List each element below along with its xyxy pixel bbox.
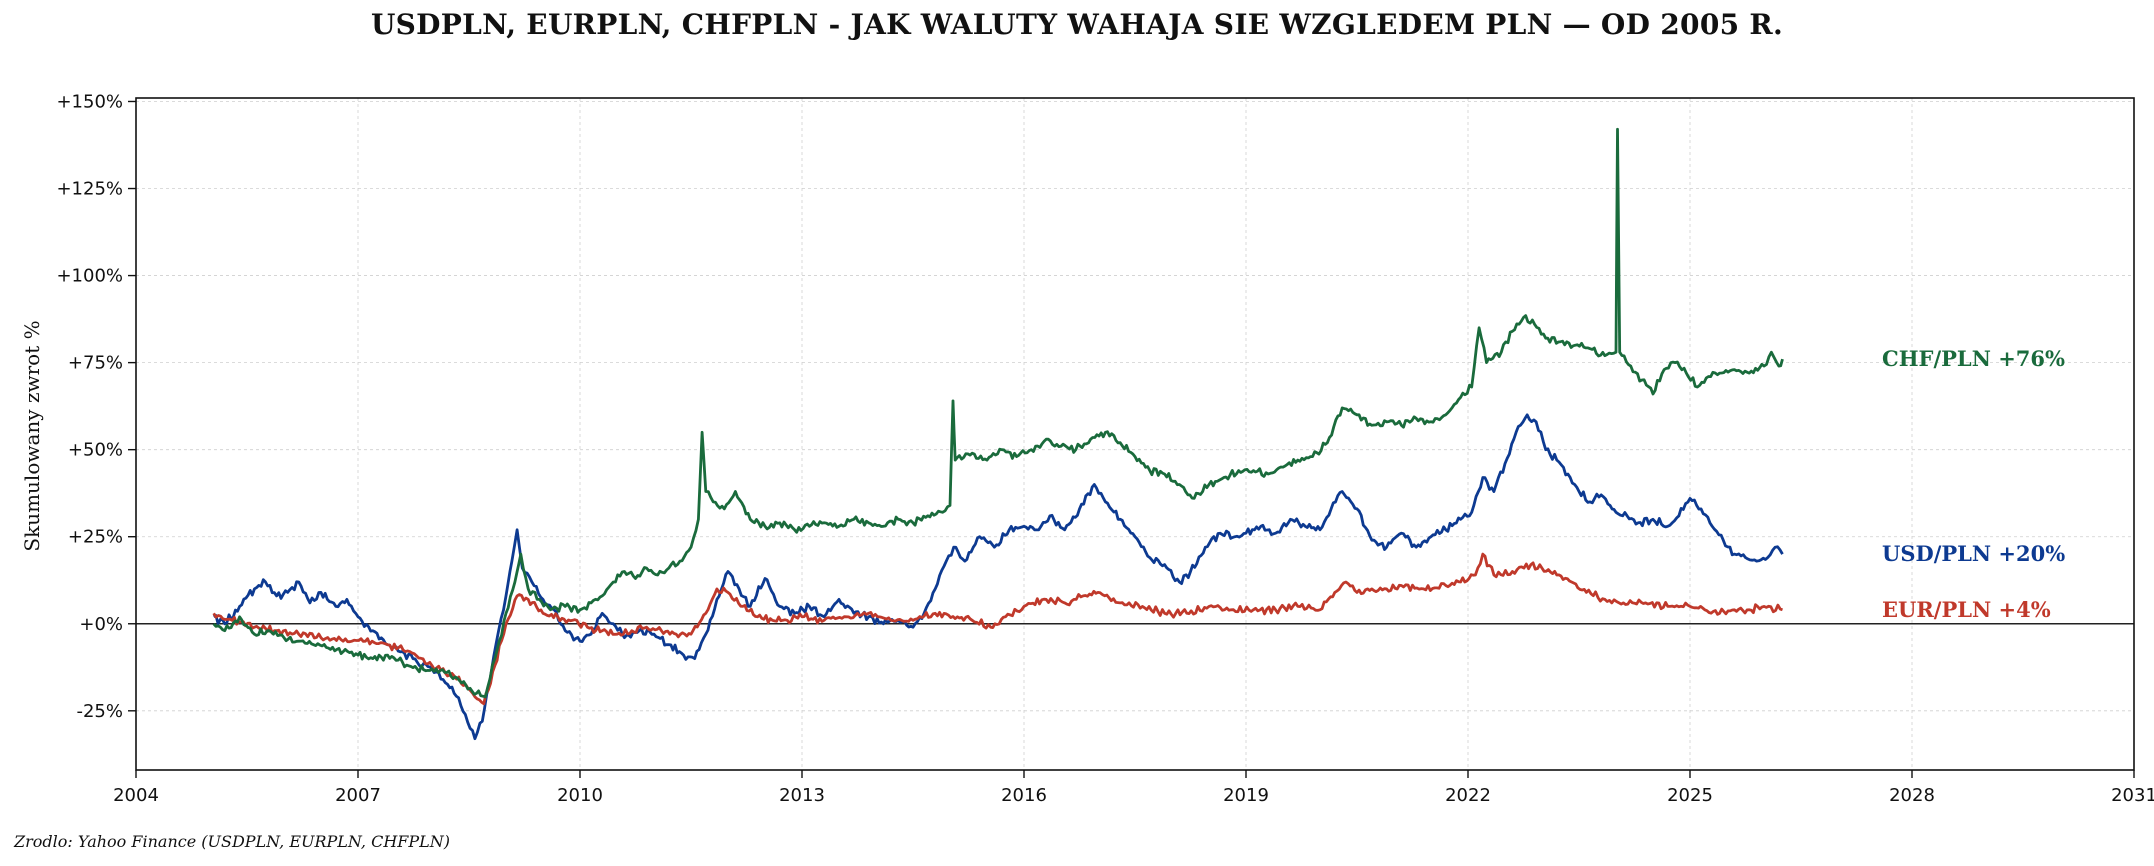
x-tick-label: 2010 [557, 785, 603, 806]
series-line-usd-pln [212, 413, 1784, 741]
x-tick-label: 2025 [1667, 785, 1713, 806]
y-tick-label: +100% [56, 266, 123, 287]
y-tick-label: +125% [56, 179, 123, 200]
y-tick-label: +0% [79, 614, 123, 635]
source-note: Zrodlo: Yahoo Finance (USDPLN, EURPLN, C… [14, 832, 450, 851]
series-end-labels: USD/PLN +20% EUR/PLN +4% CHF/PLN +76% [1882, 346, 2065, 622]
plot-area-frame [135, 97, 2135, 771]
x-tick-label: 2013 [779, 785, 825, 806]
x-tick-label: 2031 [2111, 785, 2154, 806]
x-tick-label: 2007 [335, 785, 381, 806]
series-end-label: USD/PLN +20% [1882, 541, 2065, 566]
y-tick-label: +50% [68, 440, 123, 461]
series-lines [212, 127, 1784, 741]
series-end-label: CHF/PLN +76% [1882, 346, 2065, 371]
x-tick-label: 2019 [1223, 785, 1269, 806]
series-line-eur-pln [212, 552, 1783, 706]
y-tick-label: -25% [76, 701, 123, 722]
x-tick-label: 2022 [1445, 785, 1491, 806]
series-line-chf-pln [212, 127, 1784, 699]
y-tick-label: +150% [56, 91, 123, 112]
x-tick-label: 2016 [1001, 785, 1047, 806]
y-tick-label: +75% [68, 353, 123, 374]
series-end-label: EUR/PLN +4% [1882, 597, 2051, 622]
x-tick-label: 2004 [113, 785, 159, 806]
y-tick-label: +25% [68, 527, 123, 548]
chart-title: USDPLN, EURPLN, CHFPLN - JAK WALUTY WAHA… [370, 8, 1784, 41]
axis-ticks: 2004 2007 2010 2013 2016 2019 2022 2025 2028 2031… [56, 91, 2154, 806]
x-tick-label: 2028 [1889, 785, 1935, 806]
